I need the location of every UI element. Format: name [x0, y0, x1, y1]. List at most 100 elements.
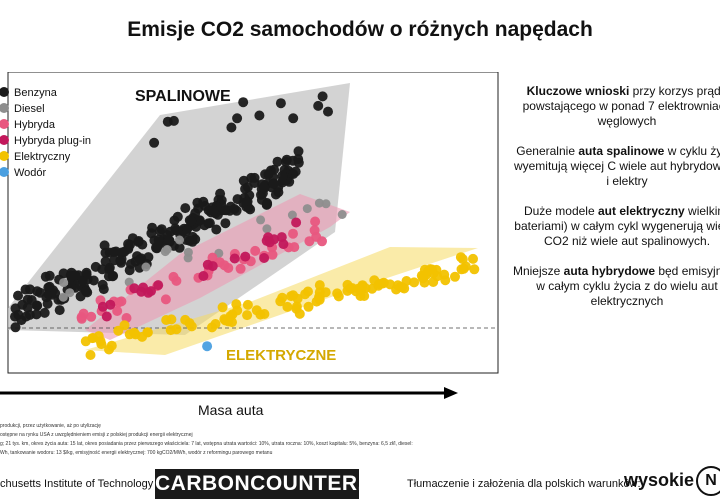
data-point — [198, 196, 209, 207]
data-point — [21, 311, 31, 322]
data-point — [288, 113, 299, 124]
data-point — [288, 228, 298, 239]
data-point — [259, 253, 270, 263]
data-point — [88, 275, 99, 286]
data-point — [117, 247, 128, 258]
data-point — [427, 264, 437, 275]
data-point — [125, 239, 135, 250]
data-point — [44, 270, 55, 281]
data-point — [22, 294, 33, 305]
data-point — [202, 259, 213, 270]
data-point — [238, 97, 249, 108]
brand-text: wysokie — [624, 469, 695, 490]
data-point — [25, 284, 35, 295]
finding-4: Mniejsze auta hybrydowe będ emisyjność w… — [512, 264, 720, 309]
data-point — [232, 113, 243, 124]
data-point — [469, 264, 480, 275]
x-axis-label: Masa auta — [198, 402, 264, 418]
data-point — [85, 350, 96, 360]
data-point — [310, 216, 321, 227]
translation-credit: Tłumaczenie i założenia dla polskich war… — [407, 478, 641, 490]
data-point — [281, 154, 292, 165]
data-point — [378, 277, 389, 288]
data-point — [268, 178, 279, 189]
data-point — [293, 146, 304, 157]
data-point — [317, 91, 328, 102]
data-point — [256, 215, 266, 225]
data-point — [65, 288, 75, 298]
data-point — [180, 314, 191, 325]
legend-marker — [0, 167, 9, 177]
legend-label: Diesel — [14, 103, 45, 115]
data-point — [229, 204, 240, 214]
carboncounter-logo: CARBONCOUNTER.com — [155, 469, 408, 499]
data-point — [141, 262, 151, 272]
data-point — [86, 311, 97, 322]
data-point — [39, 307, 50, 318]
data-point — [456, 264, 467, 275]
data-point — [168, 115, 179, 126]
data-point — [101, 311, 112, 322]
data-point — [107, 271, 118, 282]
data-point — [164, 235, 175, 246]
finding-1-bold: Kluczowe wnioski — [526, 84, 630, 98]
data-point — [232, 194, 243, 205]
data-point — [311, 231, 322, 242]
footnote-2: ostępne na rynku USA z uwzględnieniem em… — [0, 432, 193, 438]
footnotes: produkcji, przez użytkowanie, aż po utyl… — [0, 422, 500, 458]
data-point — [220, 315, 231, 326]
data-point — [76, 312, 87, 323]
data-point — [282, 301, 293, 312]
data-point — [137, 331, 148, 342]
data-point — [149, 137, 160, 148]
data-point — [153, 234, 164, 245]
data-point — [293, 157, 304, 168]
data-point — [314, 287, 325, 298]
data-point — [13, 290, 23, 301]
x-axis-arrow — [0, 387, 458, 399]
data-point — [44, 281, 55, 292]
data-point — [251, 305, 262, 316]
data-point — [203, 218, 214, 229]
data-point — [112, 306, 123, 316]
data-point — [10, 322, 21, 333]
data-point — [95, 336, 106, 347]
data-point — [321, 199, 331, 209]
data-point — [129, 327, 140, 338]
data-point — [273, 187, 284, 198]
legend-label: Hybryda — [14, 119, 56, 131]
chart-title: Emisje CO2 samochodów o różnych napędach — [127, 18, 593, 41]
label-electric: ELEKTRYCZNE — [226, 347, 336, 364]
data-point — [302, 204, 312, 214]
data-point — [337, 210, 347, 219]
legend-marker — [0, 103, 9, 113]
data-point — [105, 299, 116, 310]
data-point — [22, 302, 33, 313]
data-point — [58, 292, 68, 302]
finding-3-bold: aut elektryczny — [597, 204, 685, 218]
data-point — [82, 287, 93, 298]
data-point — [97, 279, 108, 290]
data-point — [168, 271, 179, 282]
data-point — [291, 217, 302, 228]
data-point — [261, 235, 272, 246]
legend-marker — [0, 87, 9, 97]
data-point — [99, 240, 110, 251]
data-point — [314, 198, 324, 208]
data-point — [245, 204, 256, 215]
data-point — [409, 277, 420, 288]
data-point — [263, 169, 274, 180]
legend-label: Benzyna — [14, 87, 58, 99]
data-point — [133, 236, 144, 247]
data-point — [124, 265, 135, 276]
data-point — [267, 249, 278, 260]
data-point — [219, 205, 230, 216]
data-point — [249, 172, 260, 183]
finding-2-text: w cyklu życia wyemitują więcej C wiele a… — [513, 144, 720, 188]
data-point — [35, 287, 46, 298]
data-point — [129, 283, 140, 294]
data-point — [294, 308, 305, 319]
data-point — [303, 301, 314, 312]
data-point — [262, 224, 272, 234]
data-point — [277, 292, 288, 303]
